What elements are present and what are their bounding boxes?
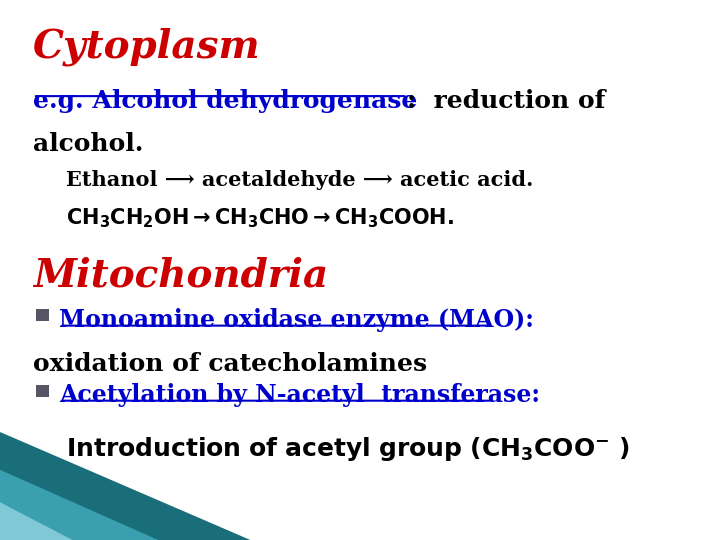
Text: $\mathbf{Introduction\ of\ acetyl\ group\ (CH_3COO^{-}\ )}$: $\mathbf{Introduction\ of\ acetyl\ group…	[66, 435, 629, 463]
Bar	[36, 385, 50, 397]
Text: :  reduction of: : reduction of	[408, 89, 606, 113]
Text: e.g. Alcohol dehydrogenase: e.g. Alcohol dehydrogenase	[33, 89, 418, 113]
Polygon shape	[0, 470, 158, 540]
Text: Monoamine oxidase enzyme (MAO):: Monoamine oxidase enzyme (MAO):	[59, 308, 534, 332]
Polygon shape	[0, 432, 251, 540]
Text: Acetylation by N-acetyl  transferase:: Acetylation by N-acetyl transferase:	[59, 383, 540, 407]
Bar	[36, 309, 50, 321]
Polygon shape	[0, 502, 73, 540]
Text: alcohol.: alcohol.	[33, 132, 143, 156]
Text: oxidation of catecholamines: oxidation of catecholamines	[33, 352, 427, 376]
Text: Ethanol ⟶ acetaldehyde ⟶ acetic acid.: Ethanol ⟶ acetaldehyde ⟶ acetic acid.	[66, 170, 534, 190]
Text: Mitochondria: Mitochondria	[33, 256, 328, 294]
Text: $\mathbf{CH_3CH_2OH\rightarrow CH_3CHO \rightarrow CH_3COOH.}$: $\mathbf{CH_3CH_2OH\rightarrow CH_3CHO \…	[66, 206, 454, 230]
Text: Cytoplasm: Cytoplasm	[33, 27, 261, 65]
